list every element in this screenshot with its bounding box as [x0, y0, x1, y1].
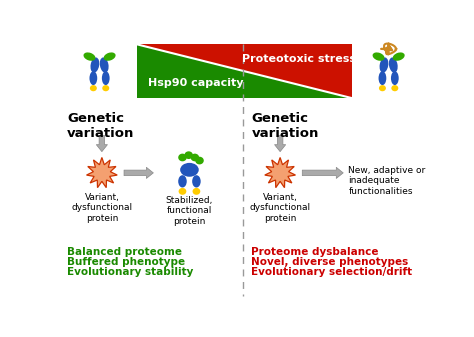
Text: Novel, diverse phenotypes: Novel, diverse phenotypes	[251, 257, 409, 267]
Ellipse shape	[192, 188, 201, 195]
Ellipse shape	[90, 71, 97, 85]
Text: New, adaptive or
inadequate
functionalities: New, adaptive or inadequate functionalit…	[348, 166, 426, 196]
Ellipse shape	[373, 53, 384, 61]
Ellipse shape	[393, 53, 405, 61]
Ellipse shape	[100, 58, 109, 73]
Polygon shape	[137, 44, 352, 98]
Text: Balanced proteome: Balanced proteome	[67, 247, 182, 257]
Polygon shape	[265, 157, 295, 188]
Ellipse shape	[180, 163, 199, 177]
Text: Evolutionary selection/drift: Evolutionary selection/drift	[251, 267, 412, 277]
Text: Proteome dysbalance: Proteome dysbalance	[251, 247, 379, 257]
Polygon shape	[87, 157, 117, 188]
Ellipse shape	[379, 71, 386, 85]
Text: Proteotoxic stress: Proteotoxic stress	[243, 54, 356, 64]
Text: Variant,
dysfunctional
protein: Variant, dysfunctional protein	[71, 193, 132, 223]
Ellipse shape	[102, 85, 109, 91]
Text: Genetic
variation: Genetic variation	[251, 112, 319, 140]
Ellipse shape	[184, 151, 193, 159]
Polygon shape	[137, 44, 352, 98]
Ellipse shape	[391, 71, 399, 85]
Ellipse shape	[178, 154, 187, 161]
Ellipse shape	[380, 58, 388, 73]
Ellipse shape	[90, 85, 97, 91]
Ellipse shape	[379, 85, 386, 91]
Text: Variant,
dysfunctional
protein: Variant, dysfunctional protein	[250, 193, 310, 223]
Text: Buffered phenotype: Buffered phenotype	[67, 257, 185, 267]
Text: Hsp90 capacity: Hsp90 capacity	[148, 78, 244, 88]
Ellipse shape	[195, 157, 204, 164]
Text: Genetic
variation: Genetic variation	[67, 112, 134, 140]
Ellipse shape	[91, 58, 100, 73]
Text: Evolutionary stability: Evolutionary stability	[67, 267, 193, 277]
Ellipse shape	[104, 53, 116, 61]
Text: Stabilized,
functional
protein: Stabilized, functional protein	[166, 196, 213, 226]
Ellipse shape	[392, 85, 398, 91]
Ellipse shape	[191, 154, 199, 161]
Ellipse shape	[102, 71, 109, 85]
Ellipse shape	[179, 188, 186, 195]
Ellipse shape	[389, 58, 398, 73]
Ellipse shape	[178, 175, 187, 187]
Ellipse shape	[83, 53, 95, 61]
Ellipse shape	[192, 175, 201, 187]
